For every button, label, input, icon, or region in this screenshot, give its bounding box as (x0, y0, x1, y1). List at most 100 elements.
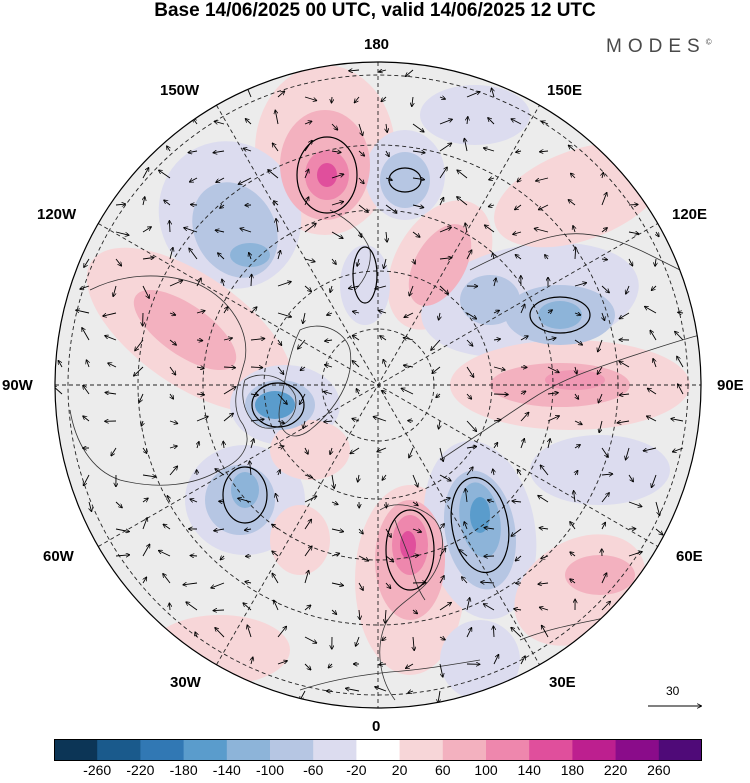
contour-line (251, 382, 305, 428)
wind-vector (244, 148, 252, 151)
contour-lines (222, 136, 591, 591)
wind-vector (325, 340, 333, 341)
wind-vector (84, 474, 90, 485)
wind-vector (243, 603, 252, 611)
wind-vector (602, 523, 605, 530)
wind-vector (601, 447, 608, 457)
wind-vector (278, 339, 282, 345)
coastline-europe (379, 504, 443, 701)
lon-label-120e: 120E (672, 206, 708, 223)
wind-vector (485, 225, 495, 233)
wind-vector (214, 529, 225, 531)
wind-vector (331, 528, 343, 532)
wind-vector (626, 447, 630, 460)
colorbar-tick-label: 180 (560, 762, 585, 778)
wind-vector (358, 582, 363, 590)
wind-vector (356, 636, 360, 646)
wind-vector (381, 96, 387, 101)
wind-vector (115, 204, 125, 205)
lon-label-180: 180 (364, 36, 390, 53)
colorbar-swatch (356, 739, 401, 761)
colorbar-tick-label: -220 (126, 762, 155, 778)
anomaly-neg-halo (530, 435, 670, 505)
wind-vector (346, 688, 360, 692)
wind-vector (331, 231, 343, 238)
wind-vector (304, 259, 315, 262)
coastline-east-siberia (469, 233, 701, 281)
colorbar-tick-label: 20 (391, 762, 408, 778)
anomaly-neg-max (231, 472, 259, 508)
colorbar-tick-label: -140 (212, 762, 241, 778)
wind-vector (597, 366, 603, 374)
wind-vector (493, 626, 494, 638)
wind-vector (541, 556, 549, 559)
wind-vector (655, 258, 656, 266)
wind-vector (464, 522, 467, 530)
wind-vector (82, 328, 90, 341)
lon-label-90e: 90E (717, 377, 744, 394)
wind-vector (139, 393, 144, 402)
lon-label-30e: 30E (549, 674, 576, 691)
coastline-scandinavia (394, 519, 426, 601)
wind-vector (304, 475, 312, 478)
wind-vector (489, 178, 495, 180)
wind-vector (304, 496, 317, 503)
wind-vector (331, 583, 343, 586)
wind-vector (142, 498, 148, 503)
wind-vector (570, 579, 576, 584)
wind-vector (272, 524, 279, 530)
wind-vector (220, 556, 224, 560)
wind-vector (379, 311, 387, 313)
wind-vector (601, 474, 613, 475)
wind-vector (163, 574, 171, 584)
wind-vector (439, 447, 443, 461)
colorbar (54, 739, 702, 761)
wind-vector (169, 313, 175, 315)
coastline-hudson-bay (242, 374, 297, 429)
wind-vector (431, 339, 441, 350)
wind-vector (332, 474, 334, 488)
wind-vector (250, 339, 265, 341)
wind-vector (382, 391, 386, 394)
colorbar-swatch (97, 739, 141, 761)
wind-vector (412, 123, 424, 132)
wind-vector (375, 687, 387, 692)
colorbar-tick-label: 220 (603, 762, 628, 778)
wind-vector (439, 198, 444, 206)
wind-vector (304, 285, 311, 291)
wind-vector (352, 361, 360, 368)
wind-vector (439, 637, 445, 640)
wind-vector (276, 494, 279, 503)
wind-vector (484, 604, 495, 611)
wind-vector (598, 339, 603, 352)
wind-vector (575, 366, 577, 374)
wind-vector (358, 528, 363, 534)
wind-vector (377, 447, 387, 452)
wind-vector (648, 389, 657, 395)
anomaly-neg-max (255, 391, 295, 419)
wind-vector (274, 201, 279, 206)
wind-vector (650, 331, 657, 341)
wind-vector (379, 70, 387, 72)
lon-label-150w: 150W (160, 82, 200, 99)
anomaly-pos-peak (400, 531, 416, 559)
wind-vector (191, 205, 198, 206)
wind-vector (324, 392, 333, 394)
wind-vector (628, 205, 638, 206)
wind-vector (105, 393, 117, 395)
wind-vector (412, 231, 420, 237)
wind-vector (385, 555, 393, 562)
wind-vector (170, 393, 173, 399)
wind-vector (196, 340, 203, 341)
colorbar-tick-label: 260 (647, 762, 671, 778)
wind-vector (350, 447, 360, 454)
wind-vector (439, 227, 451, 233)
colorbar-swatch (226, 739, 271, 761)
wind-vector (439, 285, 448, 294)
wind-vector (493, 469, 494, 476)
wind-vector (143, 577, 146, 584)
wind-vector (196, 367, 204, 368)
wind-vector (432, 366, 441, 373)
colorbar-labels: -260 -220 -180 -140 -100 -60 -20 20 60 100 140 180 2… (0, 762, 750, 782)
wind-vector (466, 92, 480, 98)
